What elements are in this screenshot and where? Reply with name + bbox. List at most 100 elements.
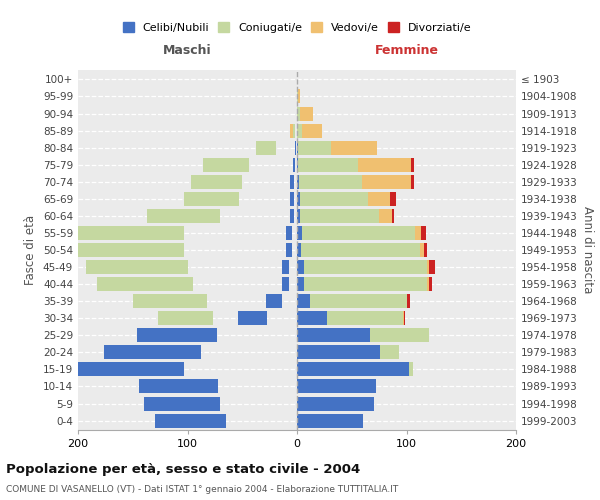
- Bar: [71, 362, 184, 376]
- Bar: [331, 140, 377, 154]
- Bar: [390, 192, 395, 206]
- Bar: [208, 312, 211, 325]
- Bar: [297, 328, 370, 342]
- Bar: [171, 226, 176, 240]
- Bar: [228, 192, 233, 206]
- Bar: [392, 209, 394, 223]
- Bar: [300, 192, 368, 206]
- Bar: [370, 328, 430, 342]
- Bar: [297, 277, 304, 291]
- Bar: [407, 294, 410, 308]
- Bar: [187, 277, 190, 291]
- Bar: [301, 243, 419, 257]
- Bar: [295, 140, 296, 154]
- Bar: [297, 106, 300, 120]
- Bar: [404, 312, 406, 325]
- Bar: [144, 396, 220, 410]
- Bar: [411, 158, 414, 172]
- Bar: [297, 362, 409, 376]
- Bar: [297, 158, 298, 172]
- Bar: [419, 243, 424, 257]
- Bar: [180, 226, 182, 240]
- Bar: [427, 277, 430, 291]
- Bar: [297, 209, 300, 223]
- Bar: [379, 209, 392, 223]
- Bar: [297, 312, 326, 325]
- Bar: [300, 106, 313, 120]
- Bar: [238, 312, 268, 325]
- Bar: [297, 346, 380, 360]
- Bar: [297, 226, 302, 240]
- Bar: [86, 260, 187, 274]
- Bar: [310, 294, 407, 308]
- Bar: [173, 328, 195, 342]
- Bar: [184, 192, 239, 206]
- Bar: [297, 243, 301, 257]
- Bar: [430, 277, 431, 291]
- Bar: [158, 312, 212, 325]
- Bar: [183, 346, 192, 360]
- Text: Popolazione per età, sesso e stato civile - 2004: Popolazione per età, sesso e stato civil…: [6, 462, 360, 475]
- Bar: [137, 328, 217, 342]
- Bar: [304, 277, 427, 291]
- Bar: [147, 209, 220, 223]
- Bar: [297, 396, 374, 410]
- Bar: [403, 312, 404, 325]
- Bar: [290, 192, 294, 206]
- Bar: [302, 226, 415, 240]
- Bar: [290, 175, 294, 188]
- Bar: [179, 260, 183, 274]
- Bar: [300, 209, 379, 223]
- Bar: [232, 158, 240, 172]
- Bar: [281, 260, 289, 274]
- Bar: [178, 243, 180, 257]
- Bar: [97, 277, 193, 291]
- Bar: [415, 226, 421, 240]
- Bar: [214, 209, 217, 223]
- Bar: [293, 124, 295, 138]
- Bar: [362, 175, 411, 188]
- Bar: [297, 414, 362, 428]
- Bar: [411, 175, 414, 188]
- Bar: [298, 140, 331, 154]
- Bar: [427, 260, 430, 274]
- Bar: [133, 294, 207, 308]
- Bar: [421, 226, 426, 240]
- Bar: [77, 243, 184, 257]
- Bar: [191, 175, 242, 188]
- Bar: [297, 260, 304, 274]
- Y-axis label: Fasce di età: Fasce di età: [25, 215, 37, 285]
- Bar: [256, 140, 276, 154]
- Bar: [104, 346, 200, 360]
- Bar: [286, 226, 292, 240]
- Bar: [424, 243, 427, 257]
- Bar: [290, 209, 294, 223]
- Bar: [298, 158, 358, 172]
- Bar: [297, 90, 298, 104]
- Bar: [286, 243, 292, 257]
- Bar: [203, 158, 249, 172]
- Y-axis label: Anni di nascita: Anni di nascita: [581, 206, 594, 294]
- Bar: [299, 175, 362, 188]
- Bar: [180, 362, 182, 376]
- Text: COMUNE DI VASANELLO (VT) - Dati ISTAT 1° gennaio 2004 - Elaborazione TUTTITALIA.: COMUNE DI VASANELLO (VT) - Dati ISTAT 1°…: [6, 485, 398, 494]
- Bar: [297, 192, 300, 206]
- Bar: [304, 260, 427, 274]
- Bar: [193, 328, 194, 342]
- Bar: [368, 192, 390, 206]
- Bar: [180, 243, 182, 257]
- Bar: [326, 312, 403, 325]
- Text: Femmine: Femmine: [374, 44, 439, 57]
- Bar: [297, 175, 299, 188]
- Bar: [298, 90, 300, 104]
- Bar: [199, 294, 203, 308]
- Bar: [281, 277, 289, 291]
- Bar: [139, 380, 218, 394]
- Bar: [430, 260, 435, 274]
- Bar: [77, 226, 184, 240]
- Bar: [302, 124, 322, 138]
- Bar: [293, 158, 295, 172]
- Bar: [297, 140, 298, 154]
- Bar: [297, 380, 376, 394]
- Bar: [297, 294, 310, 308]
